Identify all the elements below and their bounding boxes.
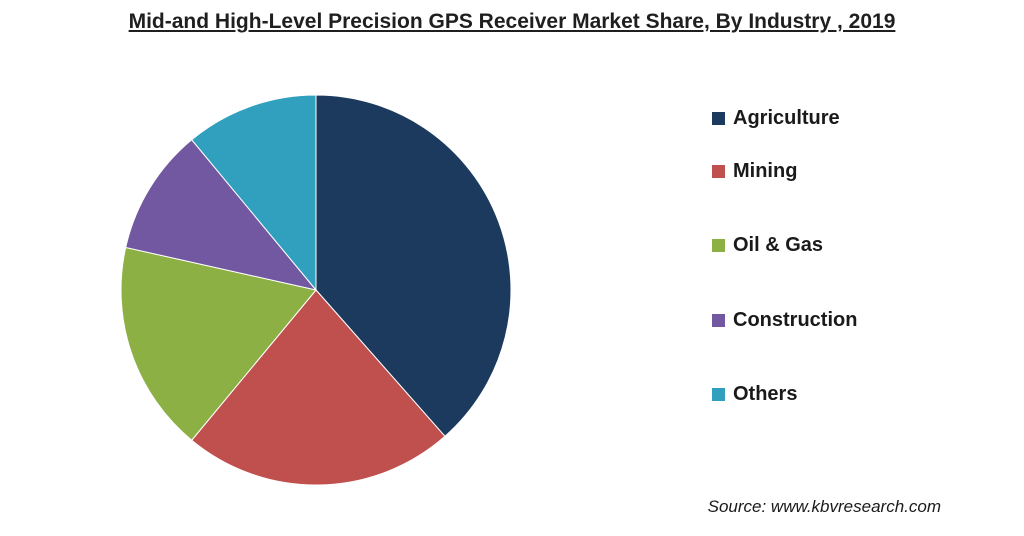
pie-slice-oil-gas — [120, 246, 317, 441]
legend-label-others: Others — [733, 383, 798, 406]
legend-item-construction: Construction — [712, 283, 857, 358]
legend-item-agriculture: Agriculture — [712, 102, 857, 134]
legend-swatch-oil-gas — [712, 239, 725, 253]
legend-item-others: Others — [712, 358, 857, 433]
pie-slice-mining — [190, 289, 446, 486]
legend-swatch-construction — [712, 313, 725, 327]
legend-swatch-agriculture — [712, 111, 725, 125]
legend-item-oil-gas: Oil & Gas — [712, 209, 857, 284]
legend-swatch-others — [712, 388, 725, 402]
legend-label-construction: Construction — [733, 308, 858, 331]
legend-label-mining: Mining — [733, 159, 798, 182]
chart-title: Mid-and High-Level Precision GPS Receive… — [128, 10, 896, 33]
pie-slice-agriculture — [315, 94, 512, 437]
legend-label-oil-gas: Oil & Gas — [733, 234, 824, 257]
legend-item-mining: Mining — [712, 134, 857, 209]
pie-slice-others — [190, 94, 317, 292]
legend-label-agriculture: Agriculture — [733, 106, 840, 129]
legend: Agriculture Mining Oil & Gas Constructio… — [712, 102, 857, 432]
pie-slice-construction — [125, 139, 318, 291]
source-note: Source: www.kbvresearch.com — [707, 497, 941, 516]
legend-swatch-mining — [712, 164, 725, 178]
